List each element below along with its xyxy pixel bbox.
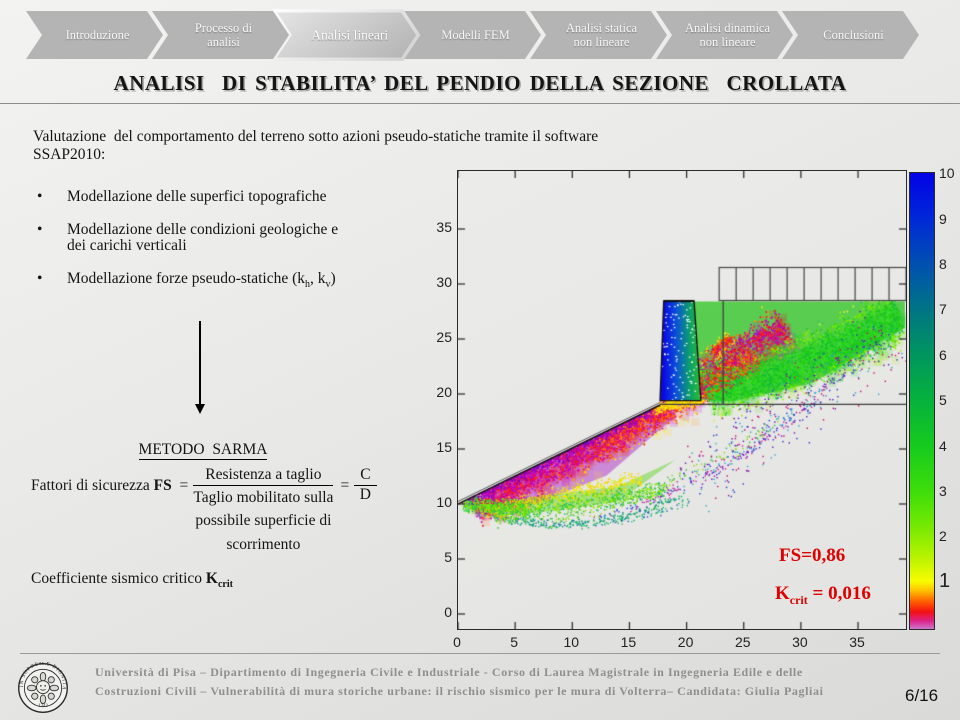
nav-step-label: Analisi lineari <box>311 27 389 43</box>
equals-sign: = <box>340 477 350 494</box>
bullet-icon: • <box>37 221 43 238</box>
y-tick-label: 0 <box>444 604 452 620</box>
slide-title: ANALISI DI STABILITA’ DEL PENDIO DELLA S… <box>113 71 847 95</box>
x-tick-label: 20 <box>677 634 694 650</box>
y-tick-label: 15 <box>436 439 452 455</box>
bullet-text: Modellazione delle superfici topografich… <box>67 188 327 205</box>
colorbar-label: 9 <box>939 210 947 227</box>
nav-step-7[interactable]: Conclusioni <box>782 11 919 59</box>
bullet-list: • Modellazione delle superfici topografi… <box>37 188 447 305</box>
colorbar-label: 7 <box>939 301 947 318</box>
bullet-text-continued: dei carichi verticali <box>67 237 187 254</box>
y-tick-label: 10 <box>436 494 452 510</box>
title-divider <box>0 103 960 104</box>
footer-credits: Università di Pisa – Dipartimento di Ing… <box>95 663 900 700</box>
kcrit-result-label: Kcrit = 0,016 <box>775 583 871 607</box>
x-tick-label: 15 <box>620 634 637 650</box>
list-item: • Modellazione forze pseudo-statiche (kh… <box>37 270 447 290</box>
nav-step-label: Conclusioni <box>823 27 884 42</box>
colorbar-label: 10 <box>939 165 955 182</box>
nav-step-label: Introduzione <box>65 27 130 42</box>
x-tick-label: 10 <box>563 634 580 650</box>
bullet-text: Modellazione forze pseudo-statiche (kh, … <box>67 270 336 291</box>
seal-year-text: · 1343 · <box>35 704 50 709</box>
fs-formula: Fattori di sicurezza FS = Resistenza a t… <box>31 466 382 556</box>
x-tick-label: 35 <box>849 634 865 650</box>
fraction-numerator: Resistenza a taglio <box>193 466 334 486</box>
x-tick-label: 25 <box>734 634 751 650</box>
nav-step-2[interactable]: Processo di analisi <box>152 11 289 59</box>
nav-step-label: Analisi statica non lineare <box>565 20 638 49</box>
footer-line-2: Costruzioni Civili – Vulnerabilità di mu… <box>95 683 824 698</box>
colorbar-label: 2 <box>939 528 947 545</box>
colorbar-label: 6 <box>939 346 947 363</box>
y-tick-label: 25 <box>436 329 452 345</box>
formula-label: Fattori di sicurezza FS = <box>31 477 189 494</box>
nav-step-4[interactable]: Modelli FEM <box>404 11 541 59</box>
formula-fraction: Resistenza a taglio Taglio mobilitato su… <box>193 466 334 556</box>
university-seal-logo: IN SUPREMÆ DIGNITATIS · 1343 · <box>17 662 68 713</box>
bullet-icon: • <box>37 188 43 205</box>
colorbar-label: 3 <box>939 482 947 499</box>
cd-fraction: C D <box>354 466 377 504</box>
y-tick-label: 20 <box>436 384 452 400</box>
method-heading: METODO SARMA <box>138 441 268 460</box>
x-tick-label: 0 <box>453 634 461 650</box>
colorbar-label: 1 <box>939 569 951 592</box>
colorbar <box>909 172 935 630</box>
intro-text: Valutazione del comportamento del terren… <box>33 128 603 163</box>
x-tick-label: 5 <box>510 634 519 650</box>
page-number: 6/16 <box>905 686 939 705</box>
down-arrow-icon <box>195 321 205 414</box>
nav-step-6[interactable]: Analisi dinamica non lineare <box>656 11 793 59</box>
stability-plot <box>457 170 907 630</box>
list-item: • Modellazione delle superfici topografi… <box>37 188 447 206</box>
colorbar-label: 4 <box>939 437 947 454</box>
nav-step-3[interactable]: Analisi lineari <box>273 9 421 61</box>
bullet-text: Modellazione delle condizioni geologiche… <box>67 221 339 238</box>
y-tick-label: 5 <box>444 549 452 565</box>
nav-step-label: Modelli FEM <box>441 27 510 42</box>
stability-plot-canvas <box>458 171 906 629</box>
process-nav: Introduzione Processo di analisi Analisi l… <box>26 11 938 59</box>
nav-step-5[interactable]: Analisi statica non lineare <box>530 11 667 59</box>
x-tick-label: 30 <box>792 634 808 650</box>
nav-step-label: Processo di analisi <box>194 20 253 49</box>
kcrit-definition: Coefficiente sismico critico Kcrit <box>31 570 233 591</box>
footer-divider <box>20 653 940 654</box>
bullet-icon: • <box>37 270 43 287</box>
colorbar-label: 8 <box>939 256 947 273</box>
list-item: • Modellazione delle condizioni geologic… <box>37 221 447 239</box>
footer-line-1: Università di Pisa – Dipartimento di Ing… <box>95 665 803 679</box>
fs-result-label: FS=0,86 <box>779 545 846 566</box>
colorbar-label: 5 <box>939 392 947 409</box>
nav-step-1[interactable]: Introduzione <box>26 11 163 59</box>
nav-step-label: Analisi dinamica non lineare <box>684 20 771 49</box>
fraction-denominator: Taglio mobilitato sulla possibile superf… <box>193 489 334 553</box>
